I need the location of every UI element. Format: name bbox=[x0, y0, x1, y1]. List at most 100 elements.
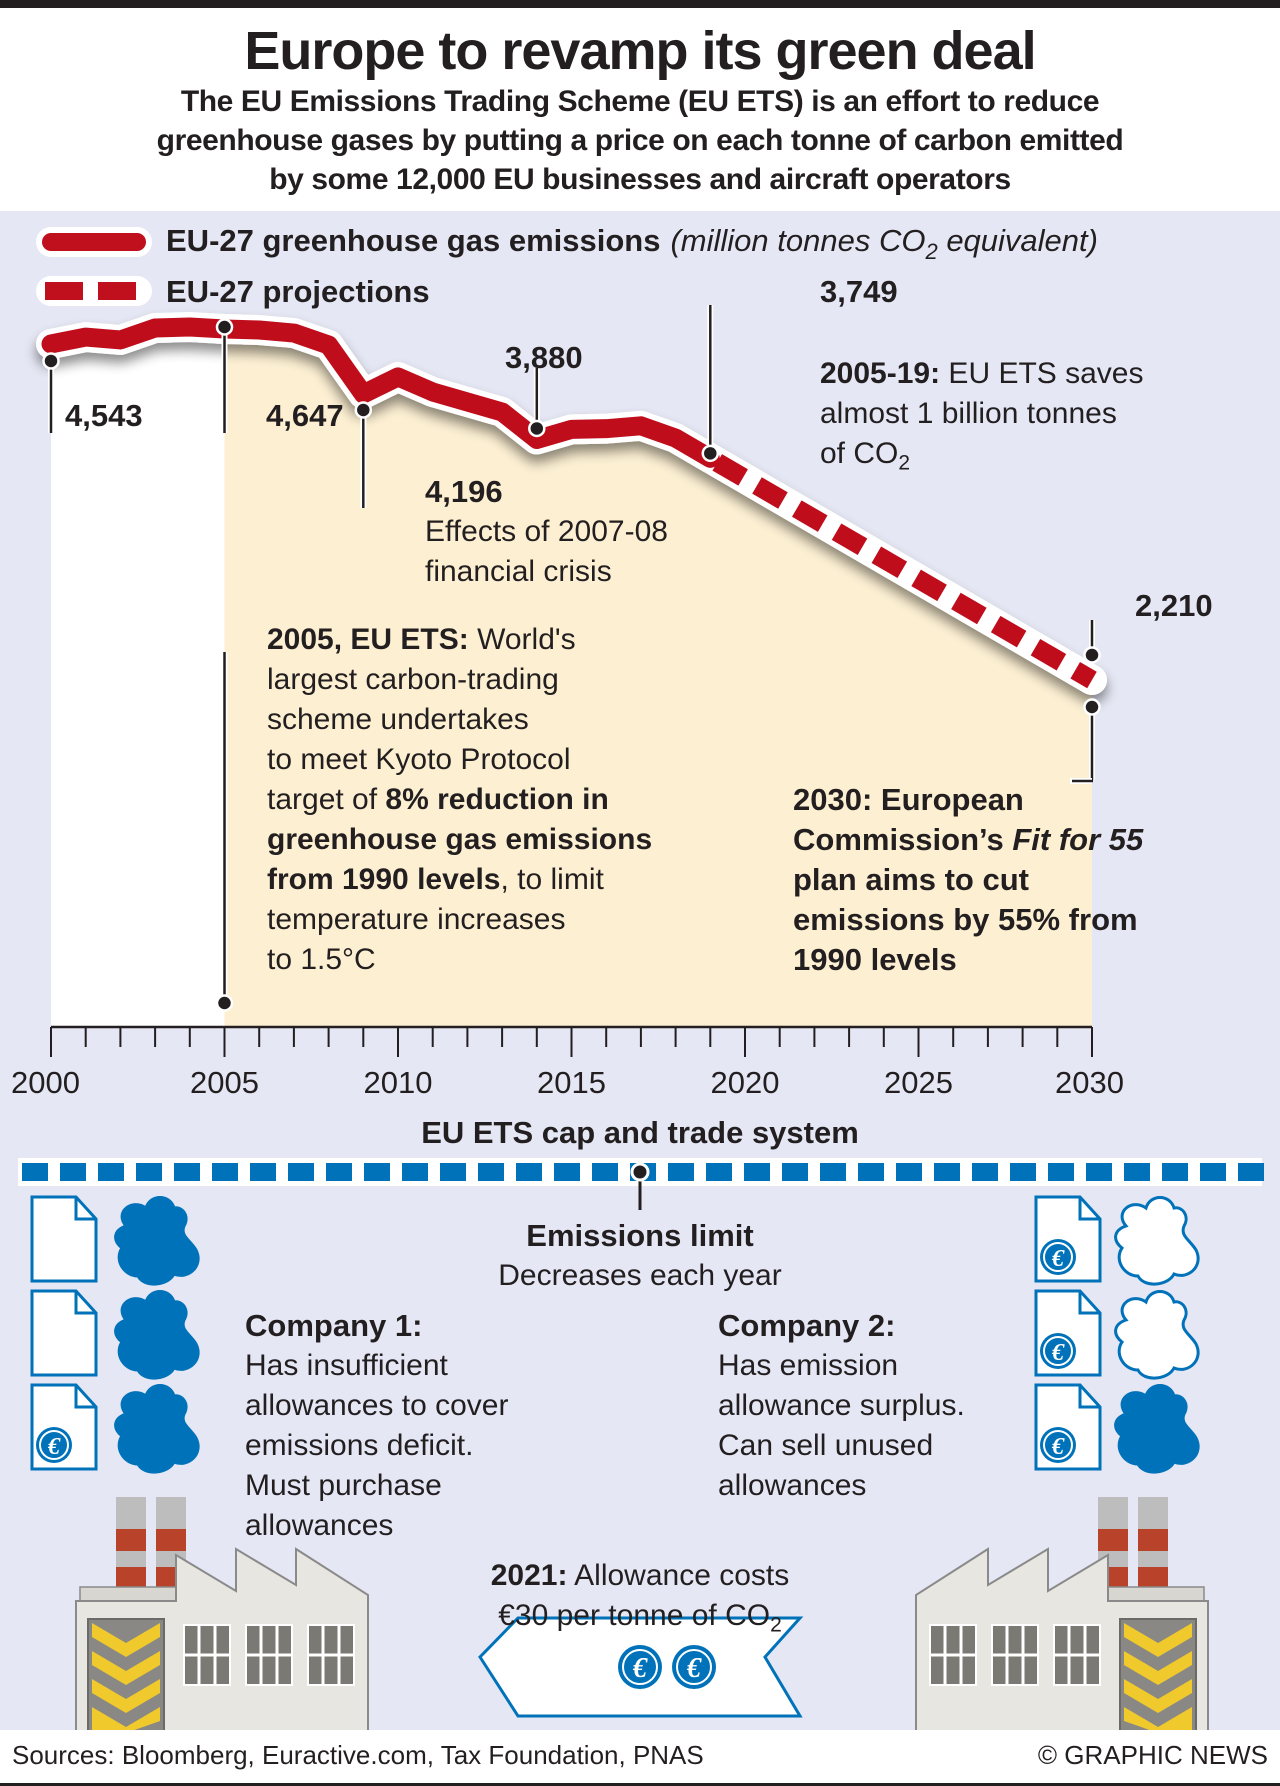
note-financial-crisis: Effects of 2007-08 financial crisis bbox=[425, 512, 668, 592]
company1-line: emissions deficit. bbox=[245, 1429, 474, 1462]
note-text: largest carbon-trading bbox=[267, 663, 559, 696]
leader-2030-bottom-dot bbox=[1083, 698, 1101, 716]
euro-coin-icon: € bbox=[672, 1645, 716, 1689]
leader-2014-dot bbox=[528, 419, 546, 438]
note-bold: plan aims to cut bbox=[793, 862, 1029, 897]
cap-dash bbox=[668, 1163, 694, 1181]
sources: Sources: Bloomberg, Euractive.com, Tax F… bbox=[12, 1740, 704, 1770]
note-bold: 2005, EU ETS: bbox=[267, 623, 469, 656]
document-fold bbox=[1078, 1197, 1100, 1221]
page-title: Europe to revamp its green deal bbox=[244, 21, 1036, 81]
cap-dash bbox=[554, 1163, 580, 1181]
top-rule bbox=[0, 0, 1280, 8]
cap-dash bbox=[22, 1163, 48, 1181]
document-fold bbox=[1078, 1291, 1100, 1315]
company1-description: Company 1: Has insufficient allowances t… bbox=[245, 1306, 508, 1546]
cap-dash bbox=[212, 1163, 238, 1181]
leader-2030-top-dot bbox=[1083, 646, 1101, 664]
company2-title: Company 2: bbox=[718, 1308, 896, 1343]
note-ets-2005: 2005, EU ETS: World's largest carbon-tra… bbox=[267, 620, 652, 980]
note-line: Effects of 2007-08 bbox=[425, 515, 668, 548]
legend-dash-swatch bbox=[98, 282, 136, 300]
x-tick-label: 2015 bbox=[537, 1065, 606, 1100]
cap-dash bbox=[478, 1163, 504, 1181]
euro-coin-icon: € bbox=[618, 1645, 662, 1689]
cap-dash bbox=[402, 1163, 428, 1181]
cap-dash bbox=[592, 1163, 618, 1181]
company1-line: allowances to cover bbox=[245, 1389, 509, 1422]
note-text: EU ETS saves bbox=[940, 357, 1144, 390]
cap-dash bbox=[1238, 1163, 1264, 1181]
euro-coin-icon bbox=[1040, 1333, 1076, 1369]
company1-line: Has insufficient bbox=[245, 1349, 448, 1382]
note-text: to 1.5°C bbox=[267, 943, 376, 976]
x-tick-label: 2030 bbox=[1055, 1065, 1124, 1100]
company1-title: Company 1: bbox=[245, 1308, 423, 1343]
svg-text:€: € bbox=[632, 1653, 648, 1684]
note-bold: 1990 levels bbox=[793, 942, 957, 977]
cap-dash bbox=[972, 1163, 998, 1181]
chimney-icon bbox=[1098, 1497, 1168, 1592]
cap-dash bbox=[858, 1163, 884, 1181]
cloud-shape bbox=[114, 1290, 200, 1380]
page-subtitle: The EU Emissions Trading Scheme (EU ETS)… bbox=[20, 82, 1260, 199]
value-label-2019: 3,749 bbox=[820, 274, 898, 309]
x-tick-label: 2005 bbox=[190, 1065, 259, 1100]
note-bold: emissions by 55% from bbox=[793, 902, 1138, 937]
euro-coin-ring bbox=[1043, 1336, 1073, 1366]
note-text: scheme undertakes bbox=[267, 703, 529, 736]
cloud-shape bbox=[1114, 1384, 1200, 1474]
allowance-document-icon bbox=[30, 1289, 98, 1377]
note-bold: Commission’s bbox=[793, 822, 1013, 857]
note-bold: 2005-19: bbox=[820, 357, 941, 390]
leader-2009-dot bbox=[354, 401, 373, 419]
payment-arrow: € € bbox=[478, 1616, 804, 1718]
empty-emission-cloud-icon bbox=[1114, 1196, 1200, 1286]
cloud-shape bbox=[1114, 1196, 1200, 1286]
header: Europe to revamp its green deal The EU E… bbox=[0, 8, 1280, 211]
cap-dash bbox=[440, 1163, 466, 1181]
note-fit-for-55: 2030: European Commission’s Fit for 55 p… bbox=[793, 780, 1143, 980]
cap-trade-heading: EU ETS cap and trade system bbox=[421, 1115, 859, 1150]
legend: EU-27 greenhouse gas emissions (million t… bbox=[36, 223, 1098, 309]
cap-marker-dot bbox=[630, 1162, 650, 1182]
legend-solid-swatch bbox=[42, 233, 146, 251]
emissions-limit-title: Emissions limit bbox=[526, 1218, 754, 1253]
emission-cloud-icon bbox=[114, 1290, 200, 1380]
price-text: €30 per tonne of CO bbox=[498, 1599, 771, 1632]
euro-coin-icon bbox=[1040, 1239, 1076, 1275]
copyright: © GRAPHIC NEWS bbox=[1037, 1740, 1268, 1770]
company2-description: Company 2: Has emission allowance surplu… bbox=[718, 1306, 965, 1506]
note-text: , to limit bbox=[500, 863, 604, 896]
x-tick-label: 2010 bbox=[364, 1065, 433, 1100]
cap-dash bbox=[896, 1163, 922, 1181]
footer: Sources: Bloomberg, Euractive.com, Tax F… bbox=[0, 1730, 1280, 1786]
note-bold: 2030: European bbox=[793, 782, 1024, 817]
cap-dash bbox=[1124, 1163, 1150, 1181]
note-line: financial crisis bbox=[425, 555, 612, 588]
legend-label-projections: EU-27 projections bbox=[166, 274, 430, 309]
company1-line: allowances bbox=[245, 1509, 394, 1542]
note-italic: Fit for 55 bbox=[1012, 822, 1144, 857]
emissions-line bbox=[41, 317, 720, 468]
document-outline bbox=[30, 1289, 98, 1377]
cap-dashes bbox=[22, 1163, 1264, 1181]
paid-allowance-icon: € bbox=[1034, 1383, 1102, 1471]
price-text: Allowance costs bbox=[567, 1559, 790, 1592]
company1-line: Must purchase bbox=[245, 1469, 442, 1502]
cap-dash bbox=[326, 1163, 352, 1181]
emissions-limit: Emissions limit Decreases each year bbox=[0, 1216, 1280, 1296]
subtitle-line: The EU Emissions Trading Scheme (EU ETS)… bbox=[180, 85, 1100, 118]
cap-dash bbox=[1010, 1163, 1036, 1181]
cloud-shape bbox=[1114, 1290, 1200, 1380]
euro-symbol: € bbox=[1051, 1340, 1065, 1366]
document-fold bbox=[74, 1385, 96, 1409]
note-bold: greenhouse gas emissions bbox=[267, 823, 653, 856]
euro-coin-icon bbox=[1040, 1427, 1076, 1463]
subscript: 2 bbox=[898, 451, 911, 475]
cap-dash bbox=[934, 1163, 960, 1181]
ets-period-area bbox=[224, 339, 1092, 1027]
paid-allowance-icon: € bbox=[1034, 1289, 1102, 1377]
x-tick-label: 2020 bbox=[711, 1065, 780, 1100]
